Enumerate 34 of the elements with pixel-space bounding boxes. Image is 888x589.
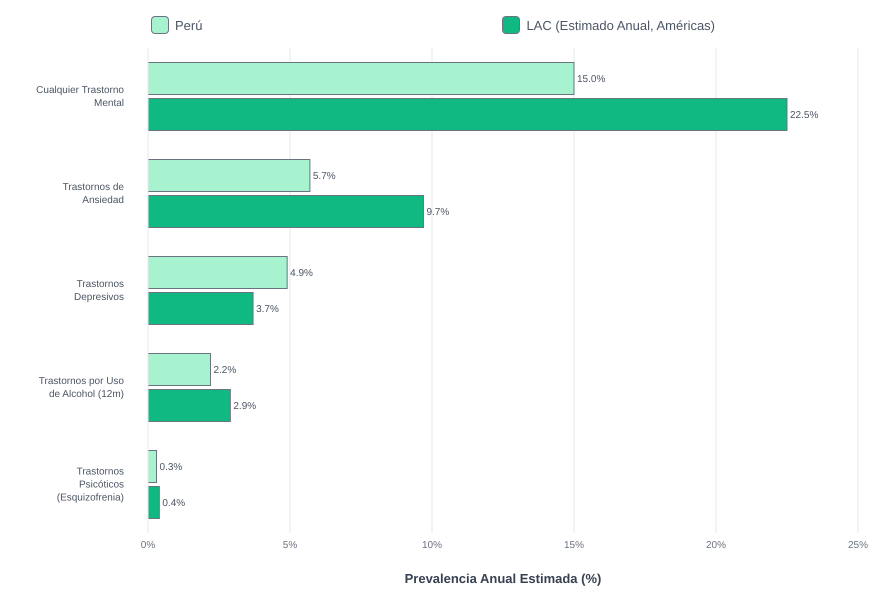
bar xyxy=(148,98,788,132)
data-label: 3.7% xyxy=(256,304,279,316)
bar xyxy=(148,62,574,96)
data-label: 2.9% xyxy=(233,401,256,412)
data-label: 15.0% xyxy=(577,74,606,86)
bar xyxy=(148,292,254,326)
y-tick-label: Trastornos Psicóticos (Esquizofrenia) xyxy=(56,466,124,504)
x-tick-label: 15% xyxy=(564,540,584,552)
bar xyxy=(148,353,211,386)
x-tick-label: 25% xyxy=(848,540,868,552)
legend-label: LAC (Estimado Anual, Américas) xyxy=(525,16,716,34)
legend-label: Perú xyxy=(174,16,202,34)
bar xyxy=(148,486,160,520)
x-tick-label: 0% xyxy=(140,540,156,552)
data-label: 0.4% xyxy=(162,498,186,510)
y-tick-label: Cualquier Trastorno Mental xyxy=(36,84,124,109)
data-label: 22.5% xyxy=(790,110,818,122)
bar xyxy=(148,450,158,484)
bar xyxy=(148,159,310,192)
bar xyxy=(148,195,424,228)
x-tick-label: 20% xyxy=(706,540,726,552)
x-tick-label: 10% xyxy=(422,540,442,552)
x-tick-label: 5% xyxy=(282,540,298,552)
bar xyxy=(148,256,288,290)
y-tick-label: Trastornos Depresivos xyxy=(74,278,124,303)
data-label: 4.9% xyxy=(290,268,314,280)
data-label: 0.3% xyxy=(160,462,182,474)
y-tick-label: Trastornos por Uso de Alcohol (12m) xyxy=(38,376,124,400)
x-axis-title: Prevalencia Anual Estimada (%) xyxy=(404,571,602,586)
data-label: 2.2% xyxy=(213,365,236,376)
y-tick-label: Trastornos de Ansiedad xyxy=(62,182,124,206)
bar xyxy=(148,389,231,422)
data-label: 9.7% xyxy=(426,207,450,218)
data-label: 5.7% xyxy=(312,171,336,182)
